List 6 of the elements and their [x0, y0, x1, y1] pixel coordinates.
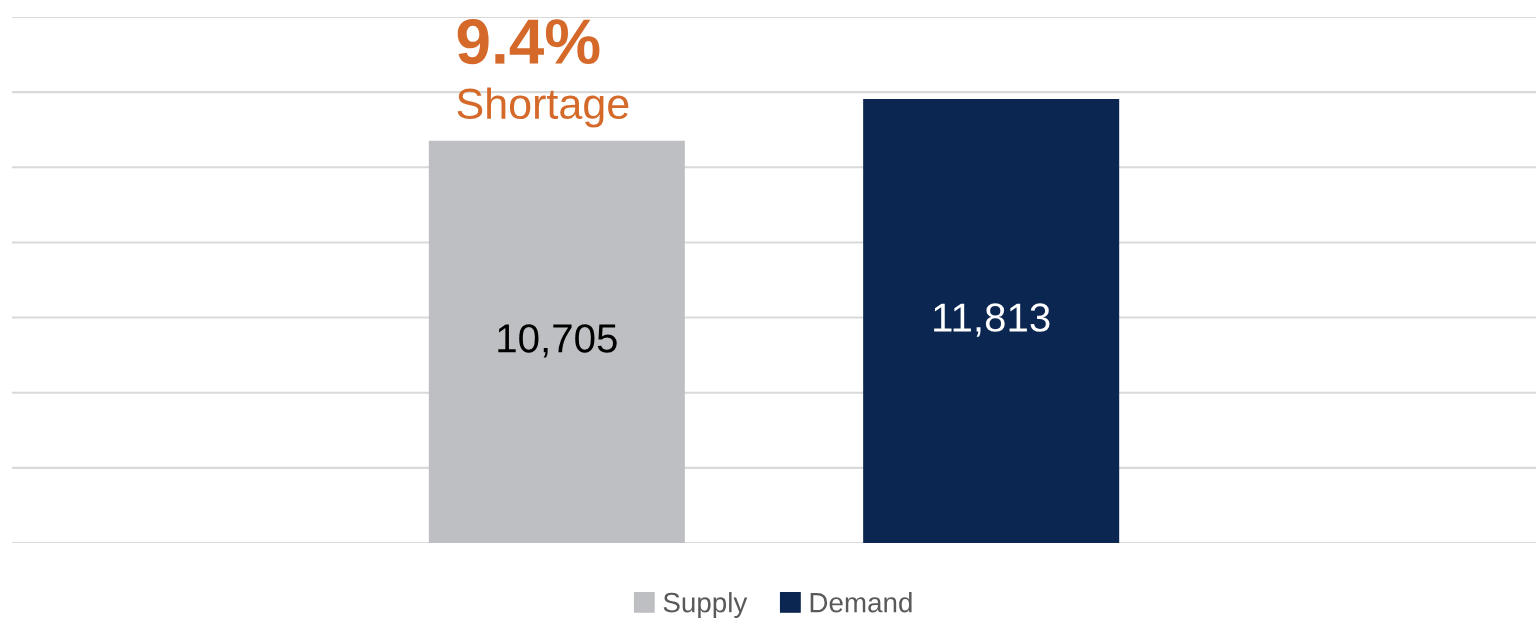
text: 9.4%	[457, 19, 600, 65]
data-label: 11,813	[934, 303, 1050, 337]
data-label: 10,705	[498, 324, 617, 358]
legend-label: Demand	[810, 592, 912, 613]
legend-label: Supply	[663, 592, 748, 618]
annotation: Shortage	[457, 87, 629, 128]
